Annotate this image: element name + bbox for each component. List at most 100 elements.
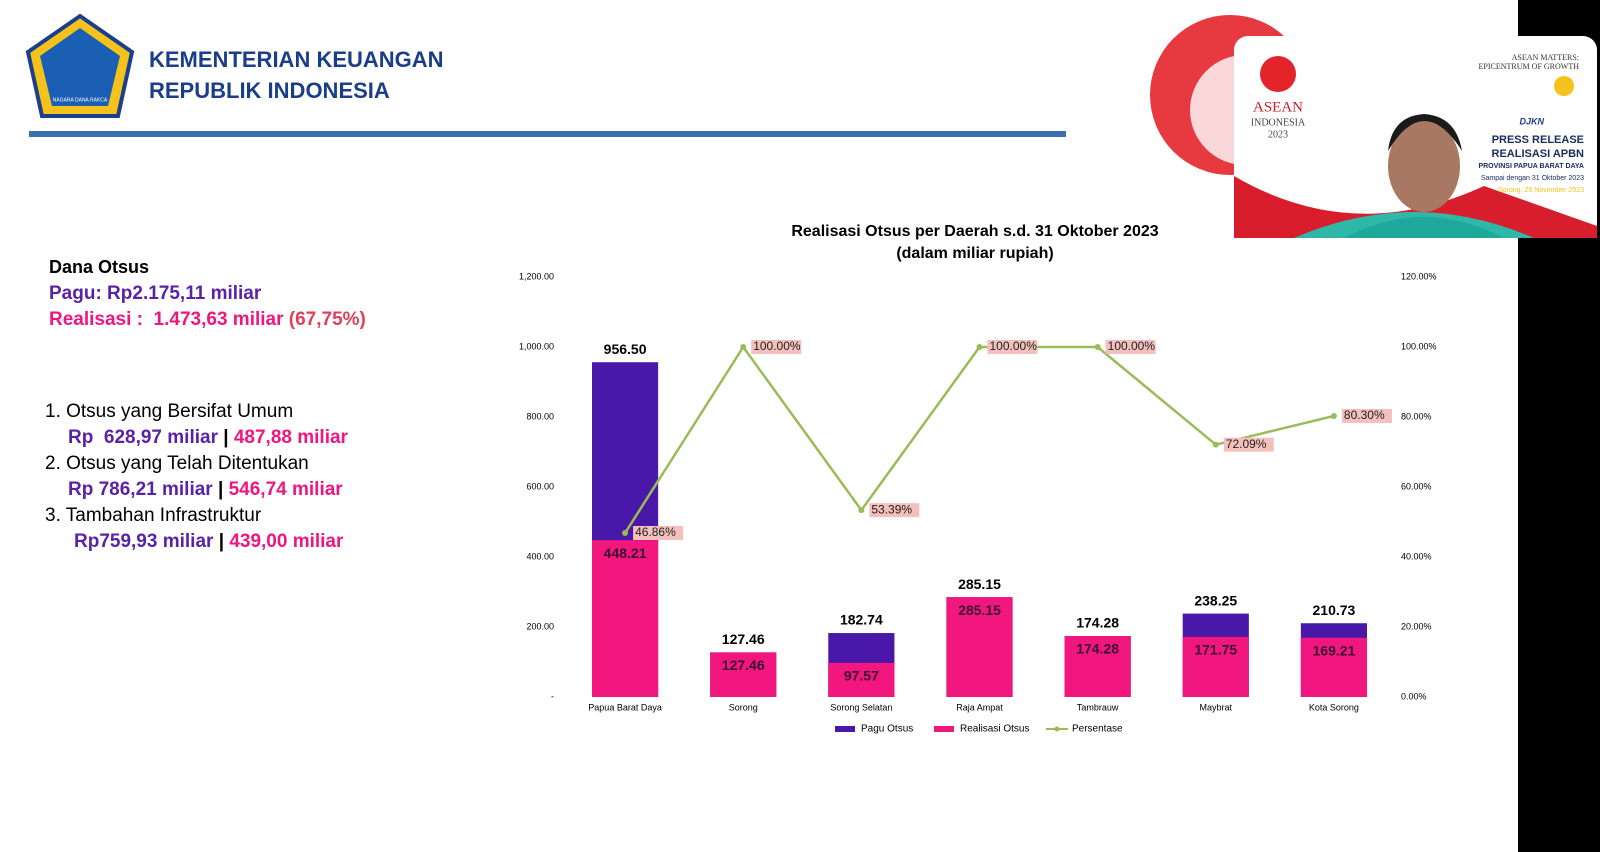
label-box [987, 340, 1038, 354]
y-tick-label: 400.00 [526, 551, 554, 561]
item-pagu: Rp759,93 miliar [74, 531, 214, 552]
line-value-label: 53.39% [871, 502, 912, 516]
line-value-label: 100.00% [990, 339, 1038, 353]
chart: Realisasi Otsus per Daerah s.d. 31 Oktob… [519, 223, 1437, 735]
label-box [1105, 340, 1156, 354]
realisasi: Realisasi : 1.473,63 miliar [49, 309, 284, 330]
asean: 2023 [1268, 129, 1288, 140]
realisasi-pct: (67,75%) [288, 309, 366, 330]
line-point [1094, 344, 1101, 350]
chart-subtitle: (dalam miliar rupiah) [896, 245, 1053, 262]
item-title: 1. Otsus yang Bersifat Umum [45, 401, 294, 422]
line-value-label: 72.09% [1226, 437, 1267, 451]
line-point [976, 344, 983, 350]
chart-title: Realisasi Otsus per Daerah s.d. 31 Oktob… [791, 223, 1158, 240]
bar-value-label: 174.28 [1076, 641, 1119, 657]
line-point [1212, 441, 1219, 448]
y-tick-label: 1,000.00 [519, 341, 554, 351]
x-tick-label: Maybrat [1200, 702, 1233, 712]
y-tick-label: - [551, 691, 554, 701]
province: PROVINSI PAPUA BARAT DAYA [1478, 163, 1584, 170]
tagline: EPICENTRUM OF GROWTH [1479, 62, 1580, 71]
item-realisasi: 439,00 miliar [229, 531, 344, 552]
period: Sampai dengan 31 Oktober 2023 [1481, 175, 1584, 182]
item-realisasi: 546,74 miliar [228, 479, 343, 500]
separator: | [217, 479, 224, 500]
bar-value-label: 127.46 [722, 631, 765, 647]
decor [1234, 176, 1597, 238]
bar-value-label: 182.74 [840, 612, 883, 628]
bar [591, 540, 659, 697]
line-value-label: 80.30% [1344, 408, 1385, 422]
summary-pagu: Pagu: Rp2.175,11 miliar [49, 283, 262, 304]
separator: | [218, 531, 225, 552]
x-tick-label: Sorong [729, 702, 758, 712]
logo-text: NAGARA DANA RAKCA [53, 97, 108, 103]
separator: | [223, 427, 229, 448]
item-title: 3. Tambahan Infrastruktur [45, 505, 262, 526]
bar-value-label: 285.15 [958, 602, 1001, 618]
summary-heading: Dana Otsus [49, 257, 150, 277]
item-pagu: Rp 628,97 miliar [68, 427, 218, 448]
line-value-label: 100.00% [753, 339, 801, 353]
asean: ASEAN [1253, 99, 1303, 115]
y2-tick-label: 80.00% [1401, 411, 1432, 421]
bar-value-label: 285.15 [958, 576, 1001, 592]
y2-tick-label: 100.00% [1401, 341, 1437, 351]
legend-swatch [934, 726, 954, 732]
item-values: Rp759,93 miliar | 439,00 miliar [74, 531, 343, 553]
bar-value-label: 174.28 [1076, 615, 1119, 631]
asean-logo [1260, 56, 1296, 92]
legend-swatch [835, 726, 855, 732]
bar-value-label: 210.73 [1313, 602, 1356, 618]
y2-tick-label: 0.00% [1401, 691, 1427, 701]
y-tick-label: 1,200.00 [519, 271, 554, 281]
logo-inner [40, 28, 120, 106]
item-realisasi: 487,88 miliar [233, 427, 348, 448]
x-tick-label: Sorong Selatan [830, 702, 892, 712]
bar-value-label: 448.21 [604, 545, 647, 561]
x-tick-label: Papua Barat Daya [588, 702, 662, 712]
y2-tick-label: 20.00% [1401, 621, 1432, 631]
bar [828, 662, 895, 697]
bar [1182, 636, 1249, 697]
place: Sorong, 28 November 2023 [1498, 187, 1584, 194]
legend-label: Persentase [1072, 724, 1123, 735]
line-value-label: 100.00% [1108, 339, 1156, 353]
bar [946, 597, 1013, 697]
summary-realisasi: Realisasi : 1.473,63 miliar (67,75%) [49, 309, 366, 331]
bar-value-label: 171.75 [1194, 642, 1237, 658]
line-point [1330, 412, 1337, 419]
y-tick-label: 600.00 [526, 481, 554, 491]
y2-tick-label: 120.00% [1401, 271, 1437, 281]
asean: INDONESIA [1251, 117, 1306, 128]
bar [1300, 637, 1368, 697]
header-title: KEMENTERIAN KEUANGAN [149, 47, 444, 72]
line-point [740, 344, 747, 350]
legend-label: Pagu Otsus [861, 724, 913, 735]
bar-value-label: 956.50 [604, 341, 647, 357]
bar [710, 652, 777, 697]
label-box [869, 503, 920, 518]
y-tick-label: 800.00 [526, 411, 554, 421]
bar-value-label: 238.25 [1194, 592, 1237, 608]
x-tick-label: Raja Ampat [956, 702, 1003, 712]
tagline: ASEAN MATTERS: [1512, 53, 1579, 62]
bar-value-label: 127.46 [722, 657, 765, 673]
line-point [622, 529, 629, 536]
item-pagu: Rp 786,21 miliar [68, 479, 213, 500]
item-title: 2. Otsus yang Telah Ditentukan [45, 453, 309, 474]
person-body [1344, 217, 1504, 238]
label-box [1223, 437, 1274, 452]
person-hair [1388, 114, 1462, 151]
video-overlay: ASEAN INDONESIA 2023 ASEAN MATTERS: EPIC… [1234, 36, 1597, 238]
label-box [751, 340, 802, 354]
release: REALISASI APBN [1492, 148, 1585, 160]
header-subtitle: REPUBLIK INDONESIA [149, 78, 390, 103]
y2-tick-label: 60.00% [1401, 481, 1432, 491]
x-tick-label: Kota Sorong [1309, 702, 1359, 712]
line-value-label: 46.86% [635, 525, 676, 539]
item-values: Rp 786,21 miliar | 546,74 miliar [68, 479, 343, 501]
header-bar [29, 131, 1066, 137]
y2-tick-label: 40.00% [1401, 551, 1432, 561]
